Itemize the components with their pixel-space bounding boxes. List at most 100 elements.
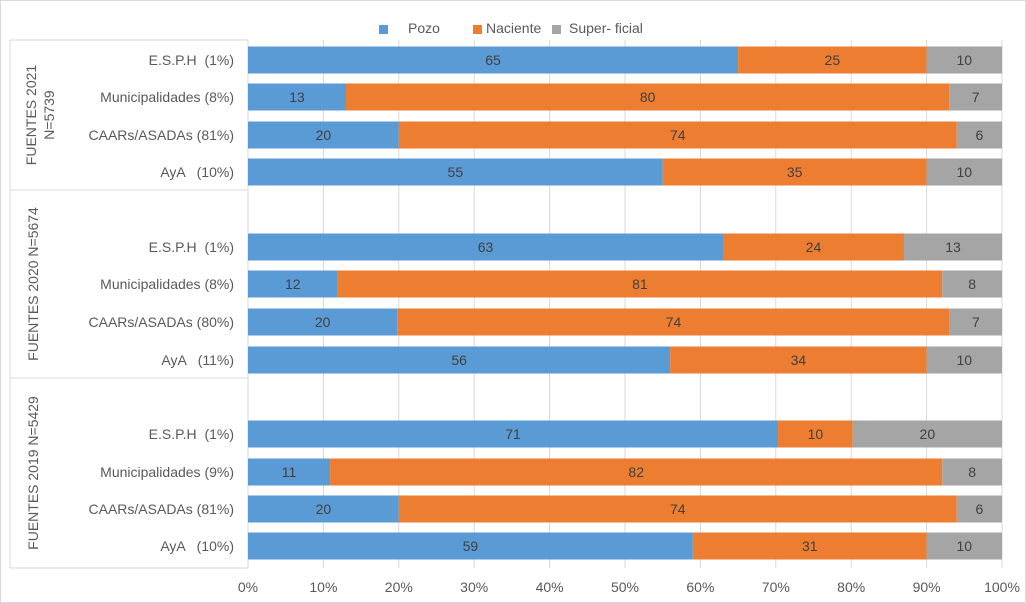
- category-label: Municipalidades (9%): [100, 464, 234, 480]
- data-label: 12: [285, 276, 301, 292]
- group-label: FUENTES 2021: [23, 65, 39, 166]
- bar-segment-pozo: [248, 346, 671, 374]
- data-label: 74: [666, 314, 682, 330]
- data-label: 31: [802, 538, 818, 554]
- data-label: 11: [282, 464, 297, 480]
- bar-segment-pozo: [248, 458, 331, 486]
- category-label: AyA (11%): [161, 352, 234, 368]
- legend-swatch-naciente: [473, 25, 482, 34]
- bar-segment-super-ficial: [942, 458, 1002, 486]
- bar-segment-super-ficial: [903, 233, 1002, 261]
- x-tick-label: 70%: [762, 579, 790, 595]
- bar-segment-pozo: [248, 158, 663, 186]
- data-label: 82: [628, 464, 644, 480]
- legend-label: Pozo: [408, 20, 440, 36]
- data-label: 20: [316, 127, 332, 143]
- category-label: AyA (10%): [160, 164, 234, 180]
- bar-segment-naciente: [670, 346, 927, 374]
- bar-segment-super-ficial: [926, 346, 1002, 374]
- data-label: 63: [478, 239, 494, 255]
- x-tick-label: 30%: [460, 579, 488, 595]
- bar-segment-pozo: [248, 46, 739, 74]
- x-tick-label: 10%: [309, 579, 337, 595]
- legend-swatch-pozo: [379, 25, 388, 34]
- category-labels: E.S.P.H (1%) Municipalidades (8%) CAARs/AS…: [89, 52, 234, 554]
- x-tick-label: 40%: [536, 579, 564, 595]
- data-label: 20: [316, 501, 332, 517]
- bar-segment-naciente: [397, 308, 950, 336]
- bar-segment-pozo: [248, 420, 779, 448]
- bar-segment-naciente: [723, 233, 904, 261]
- data-label: 59: [463, 538, 479, 554]
- x-tick-label: 100%: [984, 579, 1020, 595]
- data-label: 8: [968, 276, 976, 292]
- data-label: 7: [972, 89, 980, 105]
- x-tick-label: 80%: [837, 579, 865, 595]
- bar-segment-pozo: [248, 233, 724, 261]
- bar-segment-super-ficial: [956, 495, 1002, 523]
- legend-label: Naciente: [486, 20, 541, 36]
- group-dividers: [9, 39, 248, 569]
- data-label: 34: [791, 352, 807, 368]
- bar-segment-naciente: [398, 495, 957, 523]
- legend-label: Super- ficial: [569, 20, 643, 36]
- x-tick-label: 20%: [385, 579, 413, 595]
- bar-segment-pozo: [248, 495, 399, 523]
- bar-segment-super-ficial: [949, 83, 1002, 111]
- data-label: 10: [957, 352, 973, 368]
- category-label: CAARs/ASADAs (80%): [89, 314, 234, 330]
- legend-swatch-super-ficial: [552, 25, 561, 34]
- data-label: 6: [975, 501, 983, 517]
- bar-segment-super-ficial: [926, 46, 1002, 74]
- data-label: 10: [957, 52, 973, 68]
- category-label: E.S.P.H (1%): [149, 52, 234, 68]
- bar-segment-naciente: [337, 270, 943, 298]
- category-label: Municipalidades (8%): [100, 276, 234, 292]
- bar-segment-naciente: [346, 83, 950, 111]
- bar-segment-naciente: [778, 420, 853, 448]
- data-label: 71: [505, 426, 521, 442]
- x-tick-label: 0%: [238, 579, 258, 595]
- data-label: 74: [670, 127, 686, 143]
- bar-segment-super-ficial: [926, 532, 1002, 560]
- bar-segment-pozo: [248, 308, 398, 336]
- bar-segment-naciente: [662, 158, 927, 186]
- data-label: 20: [920, 426, 936, 442]
- data-label: 74: [670, 501, 686, 517]
- bar-segment-super-ficial: [949, 308, 1002, 336]
- data-label: 65: [485, 52, 501, 68]
- category-label: CAARs/ASADAs (81%): [89, 501, 234, 517]
- category-label: E.S.P.H (1%): [149, 426, 234, 442]
- category-label: AyA (10%): [160, 538, 234, 554]
- bar-segment-naciente: [738, 46, 927, 74]
- data-label: 7: [972, 314, 980, 330]
- data-label: 20: [315, 314, 331, 330]
- bar-segment-naciente: [330, 458, 943, 486]
- group-labels: FUENTES 2021 N=5739 FUENTES 2020 N=5674 FUE…: [23, 65, 57, 550]
- bar-segment-pozo: [248, 270, 338, 298]
- x-tick-label: 90%: [913, 579, 941, 595]
- category-label: E.S.P.H (1%): [149, 239, 234, 255]
- data-label: 81: [632, 276, 648, 292]
- group-label: FUENTES 2020 N=5674: [25, 207, 41, 361]
- x-tick-label: 50%: [611, 579, 639, 595]
- group-label-sub: N=5739: [41, 90, 57, 140]
- legend: Pozo Naciente Super- ficial: [379, 20, 643, 36]
- bar-segment-super-ficial: [926, 158, 1002, 186]
- bars: 65 25 10 13 80 7 20 74 6 55 35 10 63 24 13 12 81 8 20 74 7 56…: [248, 46, 1002, 560]
- data-label: 13: [289, 89, 305, 105]
- data-label: 24: [806, 239, 822, 255]
- bar-segment-super-ficial: [942, 270, 1002, 298]
- data-label: 56: [451, 352, 467, 368]
- bar-segment-naciente: [692, 532, 927, 560]
- data-label: 8: [968, 464, 976, 480]
- category-label: CAARs/ASADAs (81%): [89, 127, 234, 143]
- bar-segment-pozo: [248, 532, 693, 560]
- data-label: 10: [808, 426, 824, 442]
- bar-segment-naciente: [398, 121, 957, 149]
- bar-segment-super-ficial: [956, 121, 1002, 149]
- x-axis: 0% 10% 20% 30% 40% 50% 60% 70% 80% 90% 100%: [238, 579, 1020, 595]
- data-label: 10: [957, 538, 973, 554]
- bar-segment-super-ficial: [852, 420, 1002, 448]
